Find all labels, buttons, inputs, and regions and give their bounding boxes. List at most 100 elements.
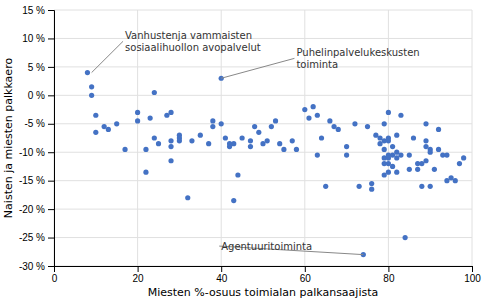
point — [235, 172, 240, 177]
point — [198, 133, 203, 138]
point — [365, 124, 370, 129]
y-tick-mark — [48, 10, 54, 11]
y-tick-label: -15 % — [19, 175, 45, 186]
points — [85, 70, 466, 257]
point — [89, 93, 94, 98]
grid-line-y — [54, 95, 472, 96]
point — [177, 138, 182, 143]
grid — [54, 10, 472, 266]
y-tick-mark — [48, 38, 54, 39]
x-tick-mark — [305, 266, 306, 272]
chart: 020406080100-30 %-25 %-20 %-15 %-10 %-5 … — [0, 0, 488, 302]
point — [256, 130, 261, 135]
point — [168, 158, 173, 163]
y-tick-mark — [48, 209, 54, 210]
point — [403, 235, 408, 240]
y-tick: -15 % — [19, 175, 54, 186]
point — [436, 147, 441, 152]
point — [415, 167, 420, 172]
x-tick: 100 — [464, 266, 481, 284]
point — [277, 141, 282, 146]
y-tick-label: -5 % — [24, 118, 45, 129]
point — [461, 155, 466, 160]
x-axis-line — [55, 267, 473, 273]
point — [344, 152, 349, 157]
grid-line-y — [54, 10, 472, 11]
x-tick-label: 60 — [300, 273, 312, 284]
point — [453, 178, 458, 183]
point — [168, 110, 173, 115]
point — [382, 147, 387, 152]
grid-line-y — [54, 237, 472, 238]
y-tick-label: 0 % — [28, 90, 45, 101]
annotation: Puhelinpalvelukeskustentoiminta — [296, 47, 419, 70]
point — [457, 161, 462, 166]
point — [327, 118, 332, 123]
y-tick-label: -25 % — [19, 232, 45, 243]
x-tick: 80 — [383, 266, 395, 284]
y-tick-mark — [48, 238, 54, 239]
point — [315, 152, 320, 157]
point — [148, 115, 153, 120]
grid-line-y — [54, 209, 472, 210]
x-tick-mark — [138, 266, 139, 272]
point — [336, 127, 341, 132]
point — [386, 138, 391, 143]
x-tick-label: 20 — [133, 273, 145, 284]
annotation: Agentuuritoiminta — [221, 241, 312, 252]
point — [231, 198, 236, 203]
y-tick: -25 % — [19, 232, 54, 243]
y-tick: 5 % — [28, 62, 54, 73]
x-tick-mark — [472, 266, 473, 272]
x-tick-label: 100 — [464, 273, 481, 284]
y-tick: -30 % — [19, 261, 54, 272]
point — [423, 138, 428, 143]
point — [386, 170, 391, 175]
point — [390, 164, 395, 169]
x-tick: 40 — [216, 266, 228, 284]
point — [281, 147, 286, 152]
annotation: Vanhustenja vammaistensosiaalihuollon av… — [125, 30, 261, 52]
point — [436, 127, 441, 132]
y-tick-mark — [48, 124, 54, 125]
point — [302, 107, 307, 112]
point — [185, 195, 190, 200]
y-tick-label: 5 % — [28, 62, 45, 73]
point — [252, 124, 257, 129]
point — [315, 113, 320, 118]
point — [135, 118, 140, 123]
point — [122, 147, 127, 152]
point — [398, 113, 403, 118]
point — [114, 121, 119, 126]
point — [394, 133, 399, 138]
point — [352, 121, 357, 126]
point — [306, 115, 311, 120]
point — [156, 141, 161, 146]
point — [248, 144, 253, 149]
point — [419, 184, 424, 189]
point — [444, 152, 449, 157]
point — [390, 144, 395, 149]
y-tick-label: -30 % — [19, 261, 45, 272]
point — [265, 138, 270, 143]
point — [135, 110, 140, 115]
x-tick-label: 40 — [216, 273, 228, 284]
x-tick-label: 80 — [383, 273, 395, 284]
annotation-line — [221, 58, 294, 78]
y-tick-mark — [48, 67, 54, 68]
point — [323, 184, 328, 189]
point — [206, 141, 211, 146]
point — [294, 147, 299, 152]
point — [369, 181, 374, 186]
point — [386, 110, 391, 115]
point — [311, 104, 316, 109]
point — [168, 138, 173, 143]
point — [411, 135, 416, 140]
x-tick: 20 — [133, 266, 145, 284]
point — [394, 170, 399, 175]
y-tick: 10 % — [22, 33, 54, 44]
y-axis-title: Naisten ja miesten palkkaero — [2, 58, 15, 219]
point — [219, 121, 224, 126]
point — [152, 90, 157, 95]
point — [290, 138, 295, 143]
